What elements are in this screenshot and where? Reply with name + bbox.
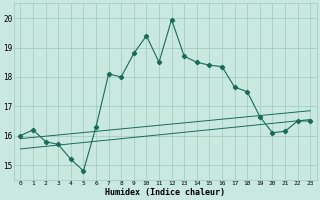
X-axis label: Humidex (Indice chaleur): Humidex (Indice chaleur) [105,188,225,197]
